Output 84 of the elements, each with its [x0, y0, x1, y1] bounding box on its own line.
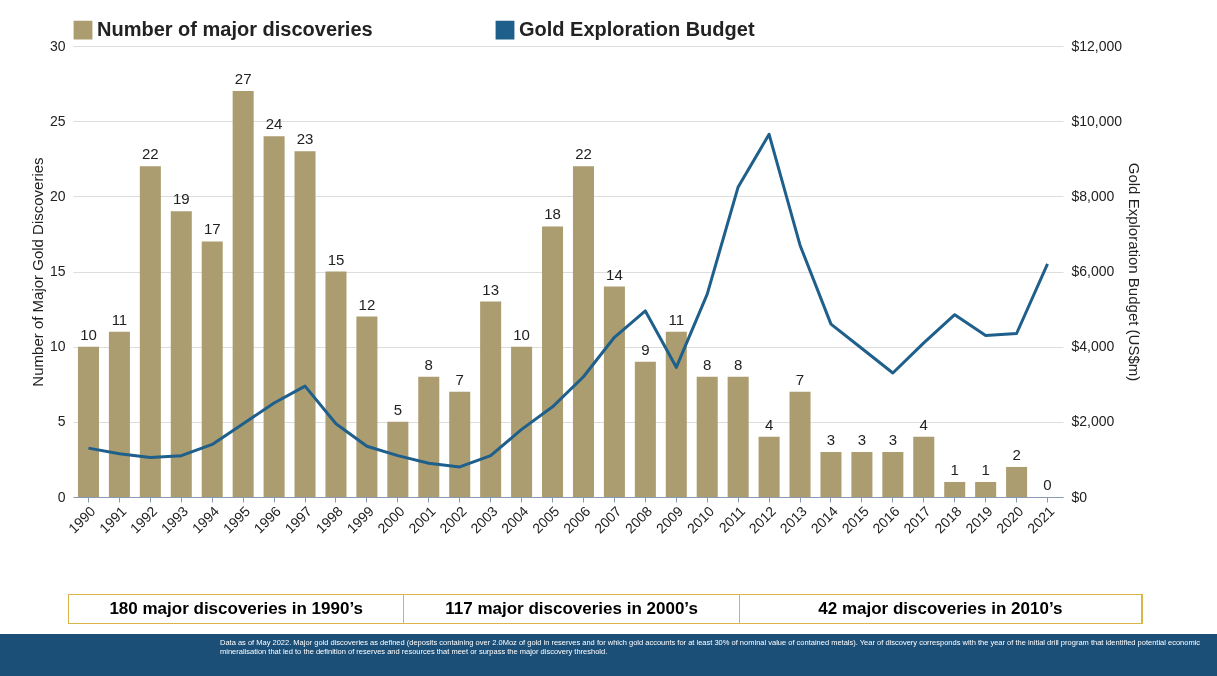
- bar: [572, 166, 594, 497]
- bar: [325, 271, 347, 497]
- bar: [170, 211, 192, 497]
- bar: [418, 376, 440, 497]
- text: 117 major discoveries in 2000’s: [404, 595, 740, 623]
- bar: [913, 436, 935, 497]
- bar: [758, 436, 780, 497]
- y-tick-label: 5: [57, 413, 66, 430]
- y2-tick-label: $10,000: [1071, 112, 1123, 129]
- y2-axis-title: Gold Exploration Budget (US$m): [1126, 162, 1144, 382]
- data-label: 4: [919, 415, 928, 433]
- legend-label: Gold Exploration Budget: [519, 18, 755, 41]
- y-tick-label: 25: [49, 112, 66, 129]
- text: 180 major discoveries in 1990’s: [69, 595, 405, 623]
- data-label: 8: [733, 355, 743, 373]
- bar: [665, 331, 687, 497]
- bar: [387, 421, 409, 497]
- bar: [696, 376, 718, 497]
- data-label: 0: [1043, 476, 1052, 493]
- data-label: 12: [358, 295, 376, 313]
- data-label: 24: [265, 115, 283, 133]
- data-label: 11: [668, 310, 685, 328]
- data-label: 4: [764, 415, 774, 433]
- data-label: 19: [172, 190, 190, 208]
- data-label: 9: [641, 340, 650, 358]
- bar: [603, 286, 625, 497]
- data-label: 7: [795, 370, 805, 388]
- y2-tick-label: $8,000: [1071, 187, 1115, 204]
- bar: [882, 451, 904, 497]
- data-label: 22: [142, 145, 159, 163]
- data-label: 17: [203, 220, 221, 238]
- bar: [727, 376, 749, 497]
- y2-tick-label: $4,000: [1071, 338, 1115, 355]
- bar: [1006, 466, 1028, 497]
- data-label: 3: [857, 430, 867, 448]
- bar: [108, 331, 130, 497]
- bar: [511, 346, 533, 497]
- bar: [139, 166, 161, 497]
- y2-tick-label: $0: [1071, 488, 1088, 505]
- data-label: 27: [234, 70, 252, 88]
- data-label: 1: [950, 460, 959, 478]
- bar: [449, 391, 471, 497]
- y2-tick-label: $6,000: [1071, 263, 1115, 279]
- legend-label: Number of major discoveries: [97, 18, 373, 41]
- y-tick-label: 20: [49, 187, 66, 204]
- data-label: 22: [575, 145, 592, 163]
- y-tick-label: 30: [49, 37, 66, 54]
- data-label: 2: [1012, 445, 1021, 463]
- bar: [975, 481, 997, 497]
- bar: [789, 391, 811, 497]
- bar: [820, 451, 842, 497]
- data-label: 10: [80, 325, 97, 343]
- bar: [263, 136, 285, 497]
- data-label: 3: [826, 430, 836, 448]
- y-axis-title: Number of Major Gold Discoveries: [28, 157, 46, 387]
- bar: [480, 301, 502, 497]
- bar: [356, 316, 378, 497]
- data-label: 8: [703, 355, 712, 373]
- y2-tick-label: $12,000: [1071, 37, 1123, 54]
- bar: [634, 361, 656, 497]
- bar: [201, 241, 223, 497]
- y-tick-label: 15: [49, 263, 66, 279]
- data-label: 13: [482, 280, 499, 298]
- data-label: 1: [981, 460, 990, 478]
- bar: [232, 91, 254, 497]
- data-label: 7: [455, 370, 464, 388]
- data-label: 3: [888, 430, 898, 448]
- y-tick-label: 10: [49, 338, 66, 355]
- y2-tick-label: $2,000: [1071, 413, 1115, 430]
- data-label: 15: [327, 250, 345, 268]
- bar: [542, 226, 564, 497]
- data-label: 11: [111, 310, 128, 328]
- bar: [851, 451, 873, 497]
- bar: [77, 346, 99, 497]
- data-label: 23: [296, 130, 314, 148]
- data-label: 8: [424, 355, 433, 373]
- bar: [294, 151, 316, 497]
- y-tick-label: 0: [57, 488, 66, 505]
- data-label: 18: [544, 205, 561, 223]
- data-label: 10: [513, 325, 530, 343]
- text: 42 major discoveries in 2010’s: [739, 595, 1142, 623]
- data-label: 14: [606, 265, 623, 283]
- data-label: 5: [393, 400, 403, 418]
- bar: [944, 481, 966, 497]
